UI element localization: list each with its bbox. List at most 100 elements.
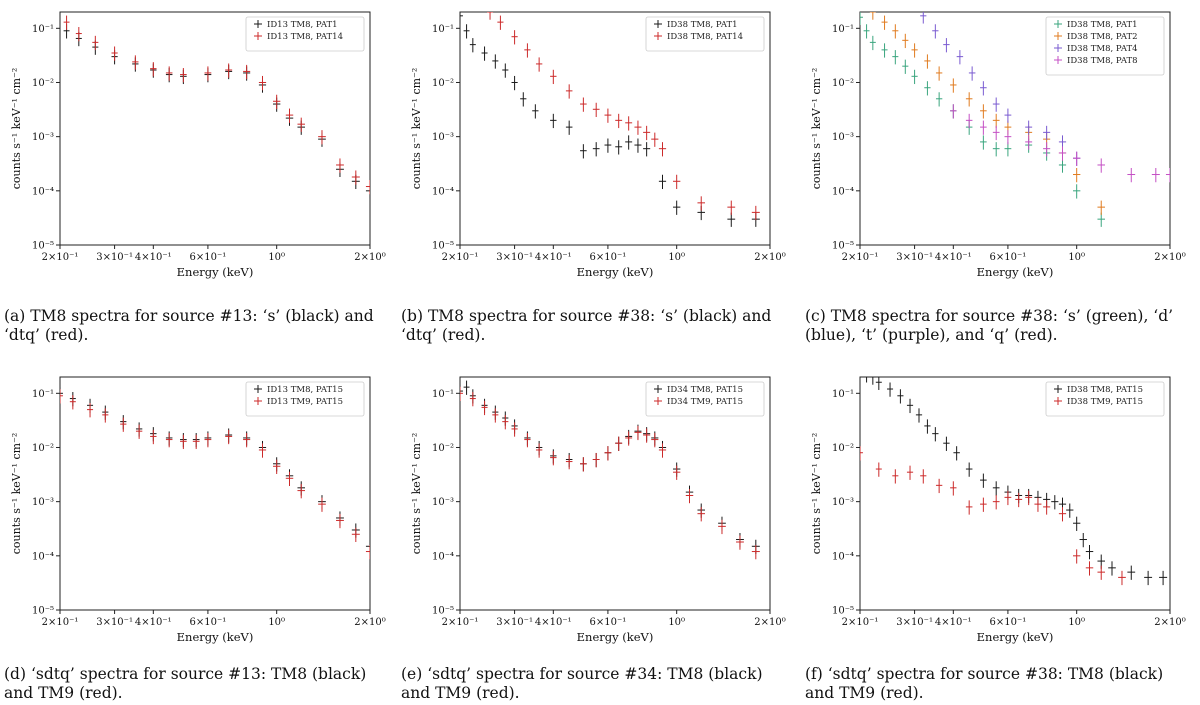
- y-tick-label: 10⁻⁵: [832, 606, 854, 617]
- x-tick-label: 4×10⁻¹: [935, 252, 972, 263]
- x-tick-label: 4×10⁻¹: [935, 617, 972, 628]
- data-point: [935, 66, 943, 81]
- data-point: [697, 507, 705, 522]
- data-point: [111, 46, 118, 61]
- data-point: [1073, 549, 1081, 564]
- x-tick-label: 6×10⁻¹: [590, 252, 627, 263]
- data-point: [1043, 142, 1051, 157]
- data-point: [980, 497, 987, 512]
- data-point: [980, 104, 987, 119]
- data-point: [869, 12, 876, 20]
- data-point: [1159, 570, 1168, 586]
- data-point: [365, 180, 370, 195]
- data-point: [875, 377, 882, 390]
- data-point: [1127, 565, 1136, 580]
- series-1: [860, 446, 1126, 586]
- data-point: [897, 389, 904, 404]
- data-point: [887, 382, 894, 397]
- data-point: [992, 125, 1000, 141]
- data-point: [180, 68, 187, 83]
- data-point: [258, 75, 267, 91]
- data-point: [673, 200, 681, 215]
- data-point: [892, 469, 899, 484]
- data-point: [992, 97, 1000, 112]
- plot-frame: [59, 11, 371, 246]
- chart-b-svg: 2×10⁻¹ 3×10⁻¹ 4×10⁻¹ 6×10⁻¹ 10⁰ 2×10⁰ 10⁻¹ 10⁻²…: [410, 11, 786, 279]
- data-point: [1108, 561, 1116, 576]
- data-point: [932, 427, 939, 442]
- data-point: [1043, 125, 1051, 141]
- data-point: [658, 174, 667, 190]
- data-point: [950, 481, 957, 496]
- data-point: [351, 527, 360, 542]
- x-tick-label: 10⁰: [1068, 617, 1085, 628]
- data-point: [120, 417, 127, 432]
- legend-label: ID13 TM8, PAT14: [267, 32, 343, 42]
- data-point: [980, 473, 987, 488]
- chart-c-svg: 2×10⁻¹ 3×10⁻¹ 4×10⁻¹ 6×10⁻¹ 10⁰ 2×10⁰ 10⁻¹ 10⁻²…: [810, 11, 1186, 279]
- x-tick-label: 6×10⁻¹: [590, 617, 627, 628]
- data-point: [615, 113, 623, 129]
- data-point: [92, 35, 99, 51]
- data-point: [906, 465, 914, 480]
- legend: ID34 TM8, PAT15 ID34 TM9, PAT15: [645, 381, 765, 417]
- data-point: [481, 400, 488, 416]
- y-tick-label: 10⁻²: [832, 443, 854, 454]
- data-point: [1025, 490, 1033, 506]
- x-tick-label: 6×10⁻¹: [190, 617, 227, 628]
- x-tick-label: 6×10⁻¹: [990, 252, 1027, 263]
- data-point: [565, 455, 573, 470]
- data-point: [463, 24, 470, 39]
- data-point: [336, 158, 344, 173]
- y-tick-label: 10⁻⁴: [432, 551, 454, 562]
- legend-item: ID38 TM8, PAT1: [1054, 20, 1138, 30]
- legend-item: ID13 TM8, PAT15: [254, 385, 343, 395]
- data-point: [924, 81, 931, 96]
- data-point: [911, 43, 918, 58]
- data-layer: [63, 15, 370, 199]
- data-point: [1144, 570, 1153, 586]
- data-point: [1118, 570, 1126, 586]
- x-tick-label: 4×10⁻¹: [135, 252, 172, 263]
- data-point: [924, 419, 931, 434]
- data-point: [550, 451, 557, 466]
- data-point: [1127, 167, 1136, 183]
- data-point: [604, 446, 612, 461]
- data-point: [956, 50, 964, 65]
- legend-item: ID38 TM9, PAT15: [1054, 397, 1143, 407]
- data-point: [550, 69, 557, 85]
- y-tick-label: 10⁻⁴: [32, 551, 54, 562]
- y-tick-label: 10⁻³: [32, 497, 54, 508]
- data-point: [520, 92, 527, 107]
- data-point: [1034, 497, 1042, 512]
- legend-label: ID38 TM9, PAT15: [1067, 397, 1143, 407]
- data-point: [481, 46, 488, 61]
- y-axis-label: counts s⁻¹ keV⁻¹ cm⁻²: [10, 68, 23, 190]
- y-axis-label: counts s⁻¹ keV⁻¹ cm⁻²: [810, 433, 823, 555]
- x-tick-label: 3×10⁻¹: [96, 617, 133, 628]
- plot-frame: [459, 11, 771, 246]
- data-point: [297, 117, 305, 132]
- x-tick-label: 10⁰: [668, 617, 685, 628]
- legend: ID38 TM8, PAT1 ID38 TM8, PAT14: [645, 16, 765, 52]
- data-point: [869, 35, 876, 51]
- caption-c: (c) TM8 spectra for source #38: ‘s’ (gre…: [805, 307, 1174, 344]
- chart-f-svg: 2×10⁻¹ 3×10⁻¹ 4×10⁻¹ 6×10⁻¹ 10⁰ 2×10⁰ 10⁻¹ 10⁻²…: [810, 376, 1186, 644]
- data-point: [920, 469, 927, 484]
- x-axis-label: Energy (keV): [977, 265, 1054, 279]
- data-point: [1025, 135, 1033, 150]
- chart-f: 2×10⁻¹ 3×10⁻¹ 4×10⁻¹ 6×10⁻¹ 10⁰ 2×10⁰ 10⁻¹ 10⁻²…: [800, 365, 1195, 655]
- data-point: [863, 24, 870, 39]
- data-point: [1097, 212, 1105, 227]
- data-point: [524, 433, 531, 448]
- x-tick-label: 3×10⁻¹: [96, 252, 133, 263]
- data-point: [915, 408, 923, 423]
- x-tick-label: 3×10⁻¹: [896, 252, 933, 263]
- data-point: [943, 38, 950, 53]
- data-point: [580, 144, 587, 159]
- x-tick-label: 4×10⁻¹: [535, 617, 572, 628]
- chart-b: 2×10⁻¹ 3×10⁻¹ 4×10⁻¹ 6×10⁻¹ 10⁰ 2×10⁰ 10⁻¹ 10⁻²…: [400, 0, 795, 290]
- data-point: [658, 443, 667, 458]
- data-point: [1015, 492, 1023, 508]
- y-tick-label: 10⁻⁵: [432, 241, 454, 252]
